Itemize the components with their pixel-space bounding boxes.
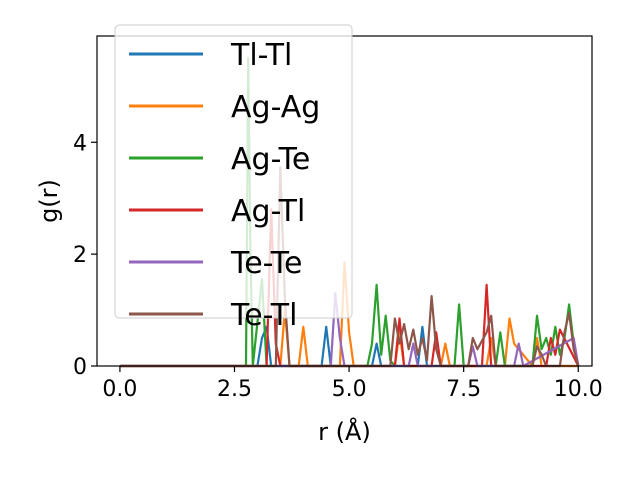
legend-label-tl-tl: Tl-Tl [230,38,292,73]
legend: Tl-Tl Ag-Ag Ag-Te Ag-Tl Te-Te Te-Tl [114,24,353,333]
series-line-te-tl [119,166,580,368]
legend-label-te-tl: Te-Tl [230,298,297,333]
legend-label-ag-tl: Ag-Tl [231,194,305,229]
y-tick-label: 2 [73,243,87,268]
legend-label-ag-ag: Ag-Ag [231,90,320,125]
x-tick-label: 7.5 [446,377,481,402]
x-tick-label: 5.0 [332,377,367,402]
y-axis-ticks: 0 2 4 [73,131,97,380]
legend-label-te-te: Te-Te [230,246,302,281]
x-axis-ticks: 0.0 2.5 5.0 7.5 10.0 [102,366,603,402]
legend-label-ag-te: Ag-Te [231,142,310,177]
x-tick-label: 10.0 [554,377,603,402]
x-axis-label: r (Å) [318,417,371,446]
y-tick-label: 0 [73,355,87,380]
x-tick-label: 2.5 [217,377,252,402]
x-tick-label: 0.0 [102,377,137,402]
y-tick-label: 4 [73,131,87,156]
y-axis-label: g(r) [35,179,63,223]
legend-box [114,24,353,319]
